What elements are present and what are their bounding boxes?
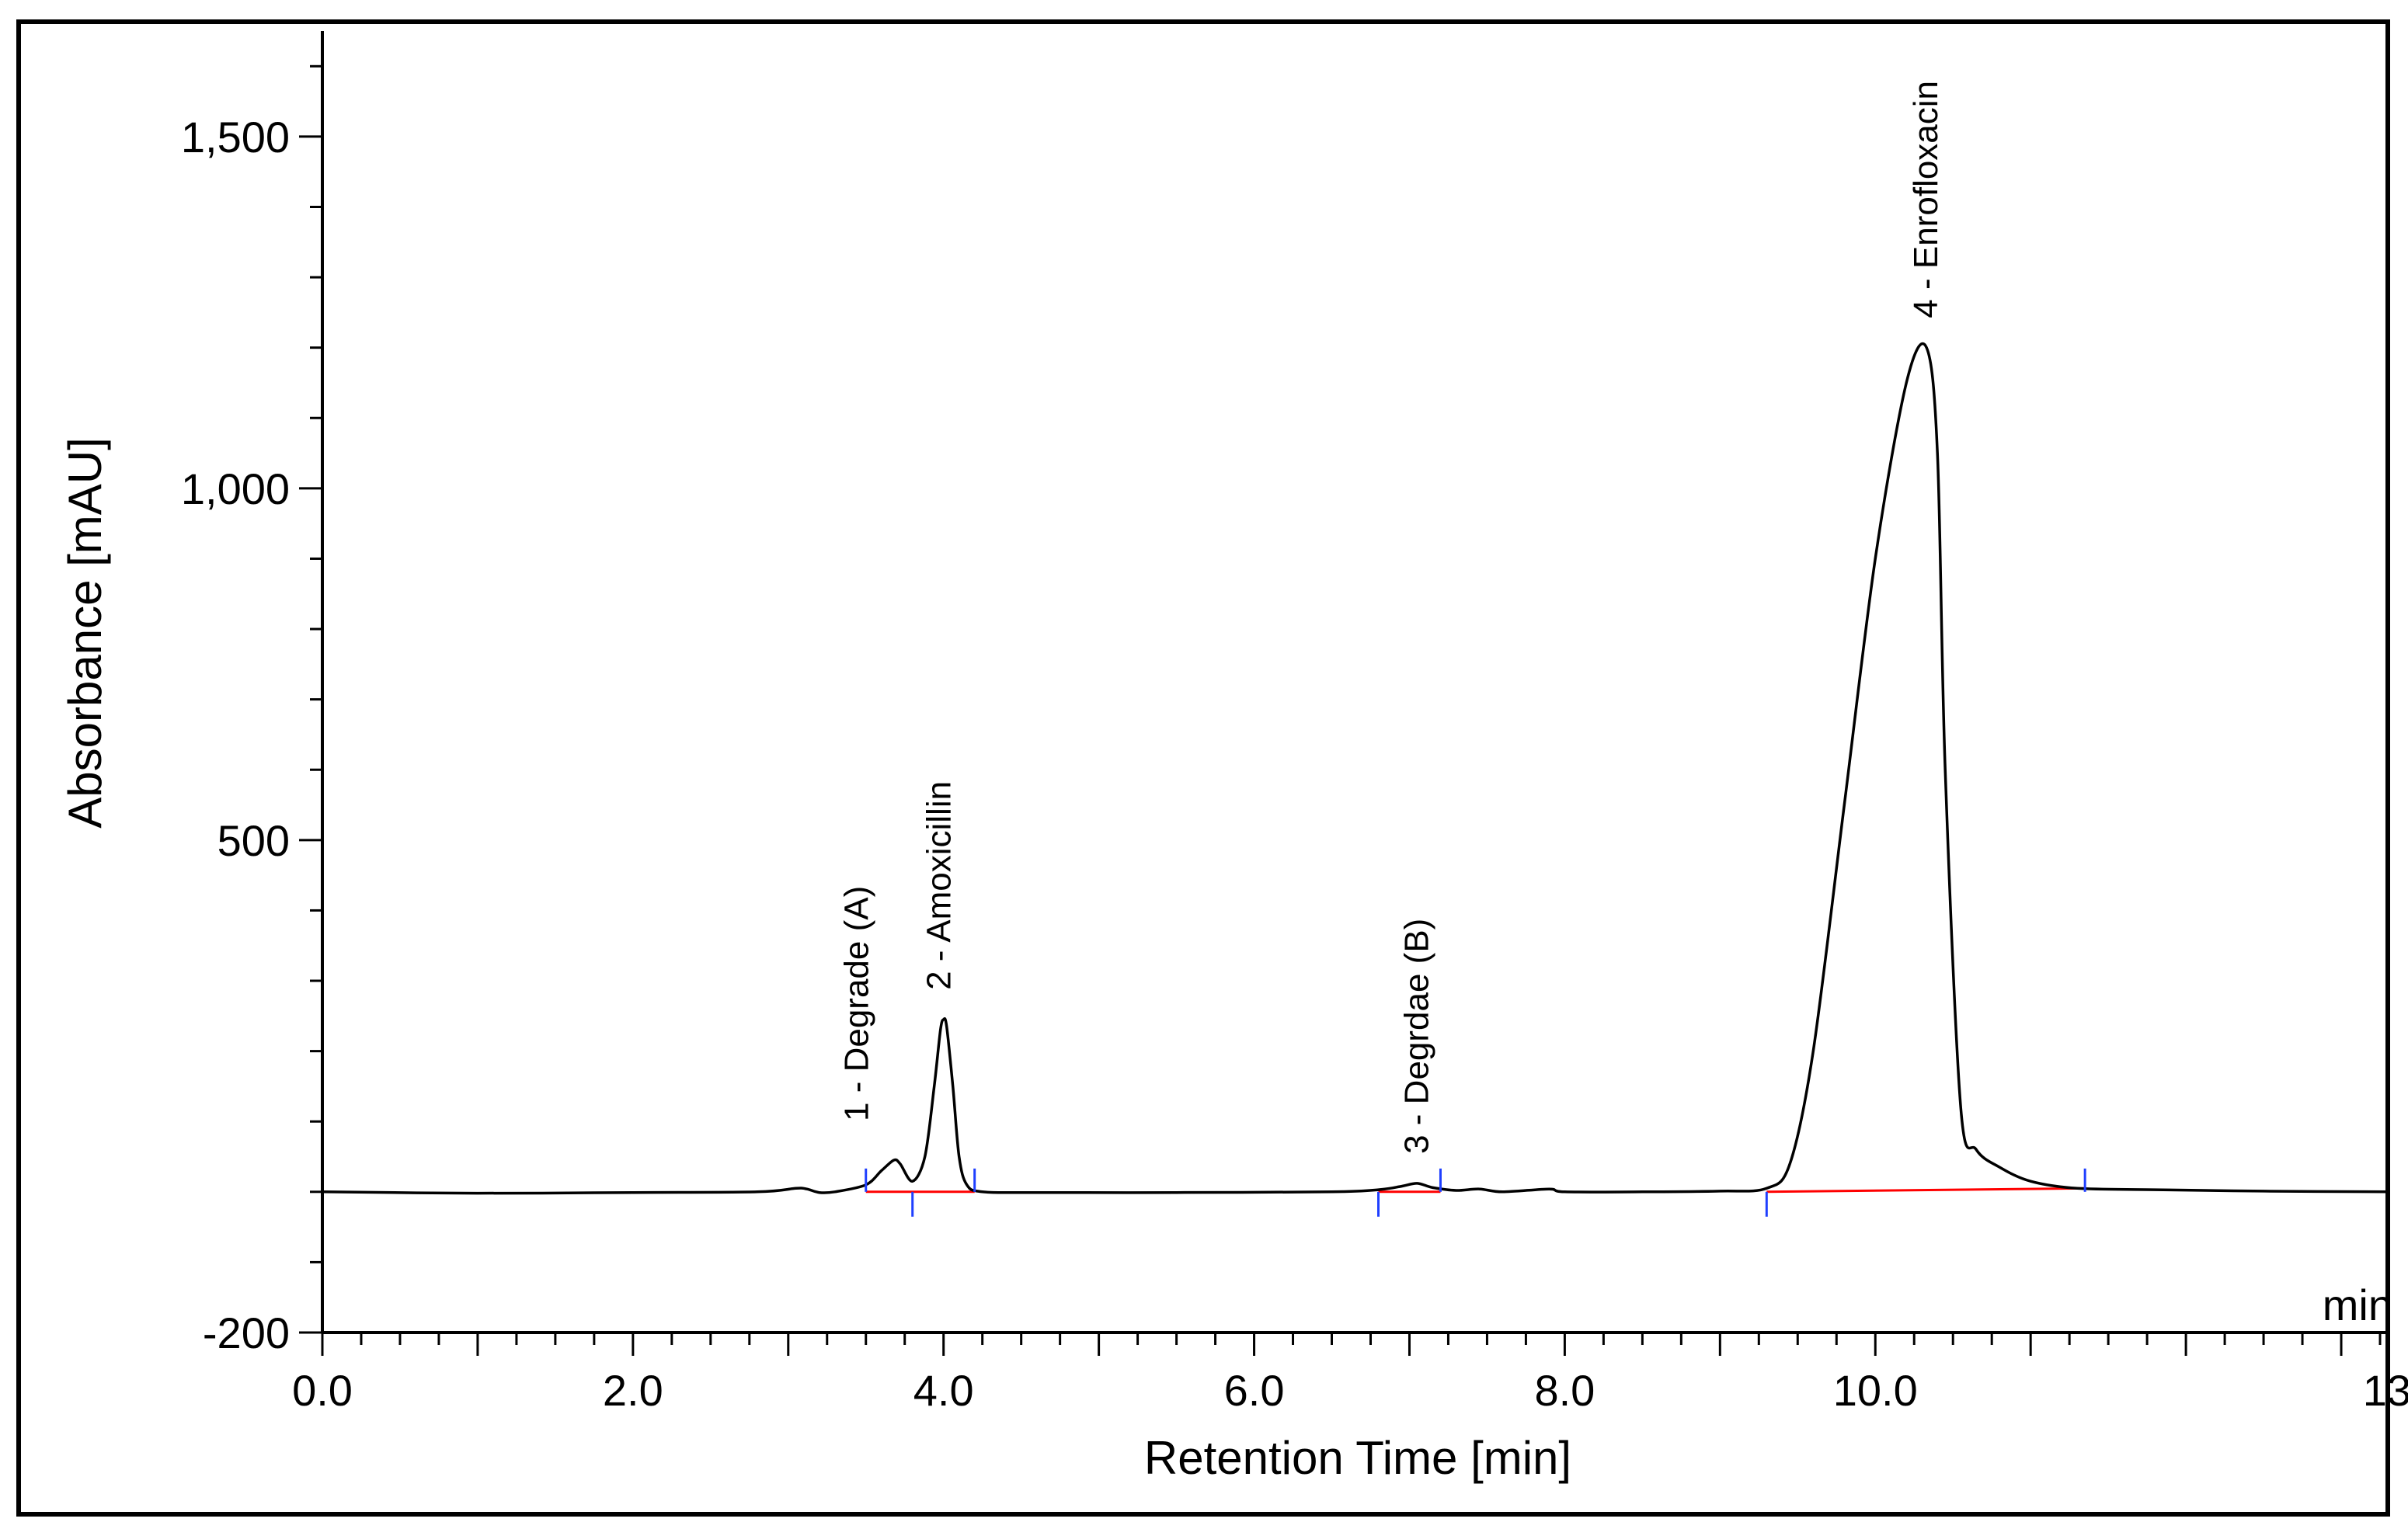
y-ticks: -200 500 1,000 1,500 [181, 64, 322, 1357]
x-tick-label: 8.0 [1534, 1366, 1595, 1415]
baseline-segment [1766, 1187, 2086, 1194]
peak-labels: 1 - Degrade (A) 2 - Amoxicillin 3 - Degrda… [838, 81, 1946, 1154]
x-tick-label: 6.0 [1224, 1366, 1285, 1415]
y-axis-title: Absorbance [mAU] [59, 437, 111, 829]
x-axis-title: Retention Time [min] [1144, 1432, 1571, 1484]
x-tick-label: 13 [2363, 1366, 2408, 1415]
y-tick-label: 1,000 [181, 464, 290, 513]
y-tick-label: 1,500 [181, 113, 290, 162]
peak-label: 2 - Amoxicillin [920, 781, 959, 990]
outer-frame [16, 19, 2390, 1517]
x-unit-label: min [2323, 1280, 2392, 1329]
integration-markers [865, 1168, 2086, 1217]
x-tick-label: 0.0 [292, 1366, 353, 1415]
baseline-group [865, 1187, 2086, 1194]
x-tick-label: 10.0 [1833, 1366, 1918, 1415]
peak-label: 4 - Enrofloxacin [1907, 81, 1945, 318]
y-tick-label: -200 [203, 1308, 290, 1357]
trace-group [322, 342, 2389, 1195]
x-tick-label: 2.0 [603, 1366, 663, 1415]
peak-label: 3 - Degrdae (B) [1398, 919, 1436, 1154]
x-tick-label: 4.0 [913, 1366, 974, 1415]
absorbance-trace [322, 342, 2389, 1195]
y-tick-label: 500 [217, 816, 290, 865]
x-ticks: 0.0 2.0 4.0 6.0 8.0 10.0 13 [292, 1333, 2408, 1415]
peak-label: 1 - Degrade (A) [838, 886, 876, 1121]
